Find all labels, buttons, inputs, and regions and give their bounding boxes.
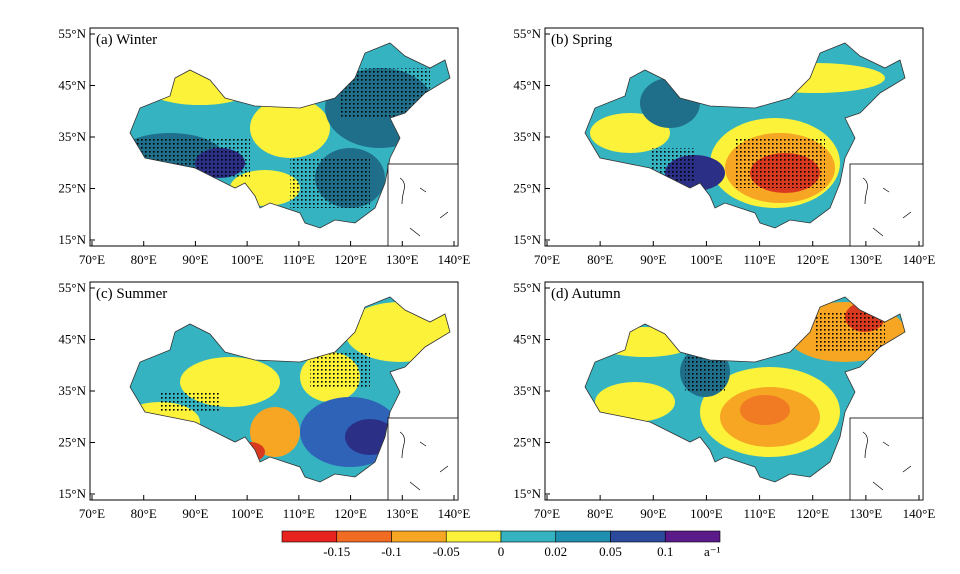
colorbar: -0.15 -0.1 -0.05 0 0.02 0.05 0.1 a⁻¹ <box>281 530 721 559</box>
lon-tick-label: 100°E <box>231 506 264 521</box>
lat-tick-label: 25°N <box>58 435 86 450</box>
lon-tick-label: 90°E <box>182 506 208 521</box>
lon-tick-label: 100°E <box>690 506 723 521</box>
lon-tick-label: 140°E <box>438 506 471 521</box>
lon-tick-label: 120°E <box>334 252 367 267</box>
lon-tick-label: 100°E <box>690 252 723 267</box>
map-axes: 55°N 45°N 35°N 25°N 15°N 70°E 80°E 90°E 100°E 110… <box>58 26 935 521</box>
lon-tick-label: 110°E <box>283 506 315 521</box>
lon-tick-label: 110°E <box>743 252 775 267</box>
lon-tick-label: 80°E <box>131 506 157 521</box>
lat-tick-label: 55°N <box>58 280 86 295</box>
lon-tick-label: 120°E <box>796 506 829 521</box>
lon-tick-label: 130°E <box>386 506 419 521</box>
lat-tick-label: 35°N <box>513 383 541 398</box>
lat-tick-label: 45°N <box>513 78 541 93</box>
lon-tick-label: 90°E <box>640 506 666 521</box>
lat-tick-label: 45°N <box>513 332 541 347</box>
panel-title: (c) Summer <box>96 286 167 302</box>
colorbar-swatch <box>664 530 721 543</box>
lon-tick-label: 120°E <box>334 506 367 521</box>
lat-tick-label: 15°N <box>513 232 541 247</box>
lon-tick-label: 80°E <box>587 252 613 267</box>
panel-winter: (a) Winter <box>89 27 459 247</box>
colorbar-swatch <box>445 530 502 543</box>
lon-tick-label: 70°E <box>79 252 105 267</box>
panel-title: (d) Autumn <box>551 286 621 302</box>
south-china-sea-inset <box>849 417 924 501</box>
colorbar-swatch <box>391 530 447 543</box>
lon-tick-label: 140°E <box>903 252 936 267</box>
panel-summer: (c) Summer <box>89 281 459 501</box>
colorbar-unit: a⁻¹ <box>704 544 721 559</box>
south-china-sea-inset <box>387 163 459 247</box>
colorbar-swatch <box>281 530 338 543</box>
lat-tick-label: 55°N <box>513 280 541 295</box>
panel-spring: (b) Spring <box>544 27 924 247</box>
lon-tick-label: 100°E <box>231 252 264 267</box>
panel-title: (a) Winter <box>96 32 157 48</box>
panel-autumn: (d) Autumn <box>544 281 924 501</box>
lon-tick-label: 90°E <box>640 252 666 267</box>
lon-tick-label: 110°E <box>283 252 315 267</box>
colorbar-swatch <box>555 530 611 543</box>
lat-tick-label: 45°N <box>58 332 86 347</box>
lat-tick-label: 25°N <box>58 181 86 196</box>
colorbar-swatch <box>336 530 392 543</box>
colorbar-label: -0.15 <box>323 544 350 559</box>
lat-tick-label: 25°N <box>513 435 541 450</box>
lon-tick-label: 110°E <box>743 506 775 521</box>
lat-tick-label: 55°N <box>58 26 86 41</box>
colorbar-label: 0.02 <box>544 544 567 559</box>
lat-tick-label: 55°N <box>513 26 541 41</box>
lon-tick-label: 70°E <box>534 252 560 267</box>
lon-tick-label: 70°E <box>534 506 560 521</box>
lat-tick-label: 35°N <box>58 129 86 144</box>
colorbar-label: -0.1 <box>381 544 402 559</box>
lat-tick-label: 35°N <box>513 129 541 144</box>
lat-tick-label: 45°N <box>58 78 86 93</box>
colorbar-swatch <box>500 530 557 543</box>
colorbar-label: 0.1 <box>657 544 673 559</box>
panel-title: (b) Spring <box>551 32 613 48</box>
lon-tick-label: 140°E <box>438 252 471 267</box>
colorbar-label: 0.05 <box>599 544 622 559</box>
lat-tick-label: 15°N <box>513 486 541 501</box>
south-china-sea-inset <box>387 417 459 501</box>
south-china-sea-inset <box>849 163 924 247</box>
colorbar-label: 0 <box>498 544 505 559</box>
lat-tick-label: 15°N <box>58 232 86 247</box>
lon-tick-label: 70°E <box>79 506 105 521</box>
lat-tick-label: 25°N <box>513 181 541 196</box>
lon-tick-label: 130°E <box>850 506 883 521</box>
lon-tick-label: 80°E <box>587 506 613 521</box>
lon-tick-label: 120°E <box>796 252 829 267</box>
lat-tick-label: 15°N <box>58 486 86 501</box>
colorbar-label: -0.05 <box>433 544 460 559</box>
lon-tick-label: 130°E <box>850 252 883 267</box>
lat-tick-label: 35°N <box>58 383 86 398</box>
lon-tick-label: 130°E <box>386 252 419 267</box>
lon-tick-label: 140°E <box>903 506 936 521</box>
lon-tick-label: 90°E <box>182 252 208 267</box>
colorbar-swatch <box>610 530 666 543</box>
lon-tick-label: 80°E <box>131 252 157 267</box>
